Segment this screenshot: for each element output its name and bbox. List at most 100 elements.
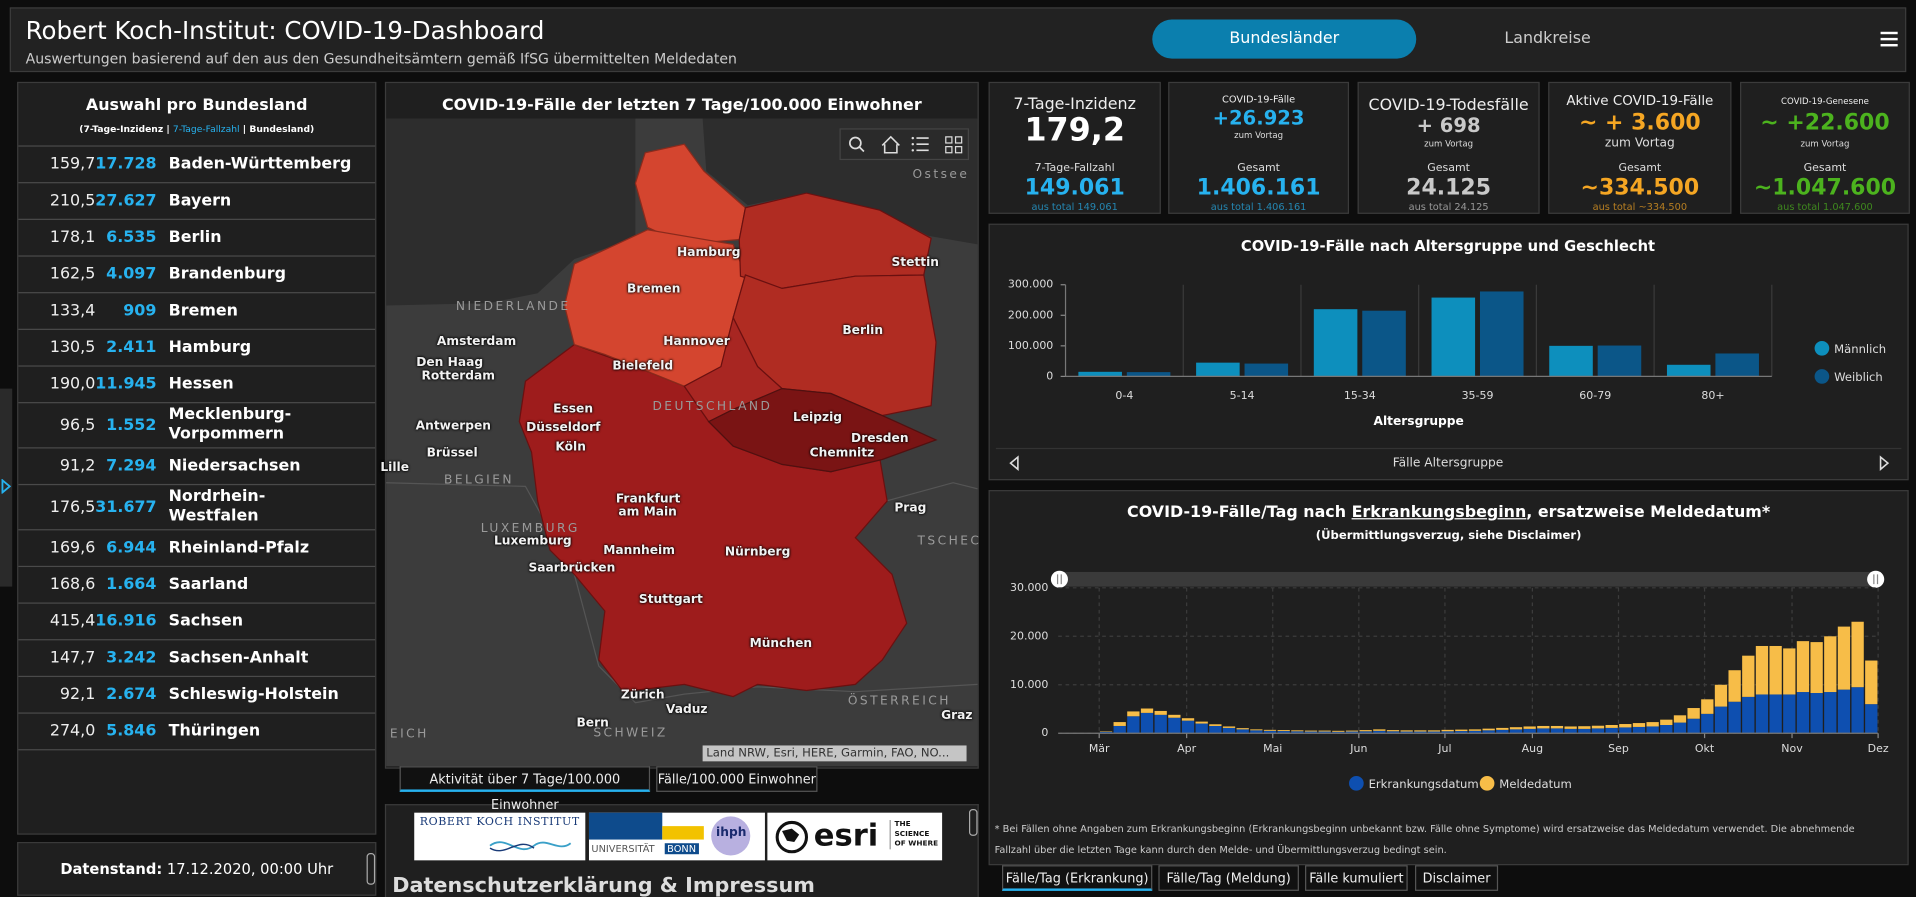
state-name: Hessen — [168, 374, 234, 393]
bar-segment — [1851, 621, 1864, 688]
bar-segment — [1537, 728, 1550, 734]
chart-tab[interactable]: Disclaimer — [1415, 865, 1499, 891]
footnote: * Bei Fällen ohne Angaben zum Erkrankung… — [994, 823, 1855, 856]
top-value: ~ +22.600 — [1760, 110, 1890, 136]
side-handle[interactable] — [0, 388, 13, 587]
state-name: Bremen — [168, 301, 238, 320]
state-row[interactable]: 274,0 5.846 Thüringen — [18, 714, 376, 751]
city-label: Bremen — [627, 282, 681, 297]
bar — [1313, 309, 1358, 377]
bar-segment — [1236, 728, 1249, 730]
bottom-value: 24.125 — [1406, 174, 1492, 201]
bar-segment — [1181, 720, 1195, 734]
bar-segment — [1796, 641, 1810, 693]
chart-tab[interactable]: Fälle/Tag (Erkrankung) — [1001, 865, 1153, 891]
y-tick-label: 0 — [1041, 726, 1048, 739]
x-tick-label: Dez — [1868, 742, 1889, 755]
tab-button[interactable]: Landkreise — [1504, 29, 1591, 48]
bar-segment — [1578, 726, 1591, 729]
map-tab[interactable]: Aktivität über 7 Tage/100.000 Einwohner — [399, 766, 651, 813]
slider-handle[interactable] — [1867, 570, 1885, 588]
case-count: 31.677 — [95, 497, 157, 517]
bottom-note: aus total ~334.500 — [1592, 201, 1688, 213]
scrollbar[interactable] — [366, 853, 376, 885]
app-subtitle: Auswertungen basierend auf den aus den G… — [25, 50, 737, 68]
logo-rki[interactable]: ROBERT KOCH INSTITUT — [414, 812, 586, 861]
bottom-label: Gesamt — [1427, 162, 1470, 175]
bar-segment — [1537, 725, 1550, 729]
x-tick-label: Aug — [1522, 742, 1543, 755]
tab-button[interactable]: Bundesländer — [1152, 19, 1417, 59]
state-row[interactable]: 91,2 7.294 Niedersachsen — [18, 448, 376, 486]
city-label: Amsterdam — [436, 335, 517, 349]
city-label: Den Haag — [416, 356, 484, 370]
bar-segment — [1318, 730, 1331, 732]
chart-footer: Fälle Altersgruppe — [1393, 456, 1504, 470]
datenstand-label: Datenstand: — [60, 860, 163, 878]
title-link[interactable]: Erkrankungsbeginn — [1351, 503, 1527, 522]
city-label: Dresden — [851, 432, 909, 446]
state-row[interactable]: 210,5 27.627 Bayern — [18, 183, 376, 220]
bar-segment — [1168, 717, 1181, 734]
state-name: Saarland — [168, 574, 249, 594]
bar-segment — [1796, 692, 1810, 734]
bar-segment — [1605, 727, 1618, 734]
state-row[interactable]: 176,5 31.677 Nordrhein-Westfalen — [18, 485, 376, 531]
logo-esri[interactable]: esri THE SCIENCE OF WHERE — [767, 812, 943, 861]
bottom-value: ~334.500 — [1580, 174, 1700, 201]
map-tab[interactable]: Fälle/100.000 Einwohner — [656, 766, 818, 792]
state-row[interactable]: 133,4 909 Bremen — [18, 293, 376, 330]
city-label: Graz — [941, 709, 973, 723]
bar — [1549, 345, 1593, 377]
chart-tab[interactable]: Fälle/Tag (Meldung) — [1158, 865, 1299, 891]
impressum-link[interactable]: Datenschutzerklärung & Impressum — [392, 873, 815, 897]
bar-segment — [1140, 708, 1154, 713]
state-row[interactable]: 96,5 1.552 Mecklenburg-Vorpommern — [18, 403, 376, 449]
toolbar-icons[interactable] — [841, 130, 971, 162]
y-tick-label: 200.000 — [1008, 308, 1053, 321]
x-tick-label: 0-4 — [1115, 389, 1133, 402]
state-row[interactable]: 190,0 11.945 Hessen — [18, 367, 376, 404]
bar-segment — [1345, 731, 1359, 734]
nav-prev[interactable] — [1009, 455, 1019, 471]
nav-next[interactable] — [1879, 455, 1890, 471]
bar — [1362, 310, 1406, 377]
bar — [1666, 364, 1711, 377]
bar-segment — [1619, 724, 1632, 728]
state-name: Brandenburg — [168, 264, 286, 283]
state-region[interactable] — [707, 387, 938, 473]
bar-segment — [1373, 729, 1386, 731]
bar-segment — [1209, 724, 1222, 726]
scrollbar[interactable] — [968, 809, 978, 836]
incidence: 168,6 — [49, 575, 96, 594]
legend-label: Weiblich — [1834, 370, 1883, 384]
bar-segment — [1742, 655, 1755, 697]
state-row[interactable]: 169,6 6.944 Rheinland-Pfalz — [18, 530, 376, 568]
slider-handle[interactable] — [1050, 570, 1068, 588]
chart-title: COVID-19-Fälle/Tag nach Erkrankungsbegin… — [989, 503, 1909, 521]
state-row[interactable]: 162,5 4.097 Brandenburg — [18, 257, 376, 294]
city-label: Stuttgart — [638, 593, 703, 607]
case-count: 2.411 — [106, 338, 157, 357]
incidence: 96,5 — [59, 416, 96, 435]
menu-button[interactable] — [1878, 29, 1900, 49]
bar-segment — [1783, 694, 1796, 734]
state-row[interactable]: 159,7 17.728 Baden-Württemberg — [18, 147, 376, 184]
sea — [386, 118, 636, 306]
state-row[interactable]: 147,7 3.242 Sachsen-Anhalt — [18, 640, 376, 678]
bar-segment — [1468, 729, 1482, 731]
state-row[interactable]: 178,1 6.535 Berlin — [18, 220, 376, 257]
x-tick-label: 60-79 — [1579, 389, 1611, 402]
y-tick-label: 20.000 — [1010, 629, 1048, 642]
state-row[interactable]: 130,5 2.411 Hamburg — [18, 330, 376, 367]
bar-segment — [1742, 696, 1755, 734]
state-row[interactable]: 168,6 1.664 Saarland — [18, 567, 376, 604]
state-row[interactable]: 415,4 16.916 Sachsen — [18, 604, 376, 641]
bar-segment — [1509, 727, 1523, 730]
state-row[interactable]: 92,1 2.674 Schleswig-Holstein — [18, 677, 376, 714]
logo-bonn[interactable]: UNIVERSITÄT BONN ihph — [588, 812, 765, 861]
bar-segment — [1359, 730, 1372, 732]
chart-tab[interactable]: Fälle kumuliert — [1305, 865, 1408, 891]
